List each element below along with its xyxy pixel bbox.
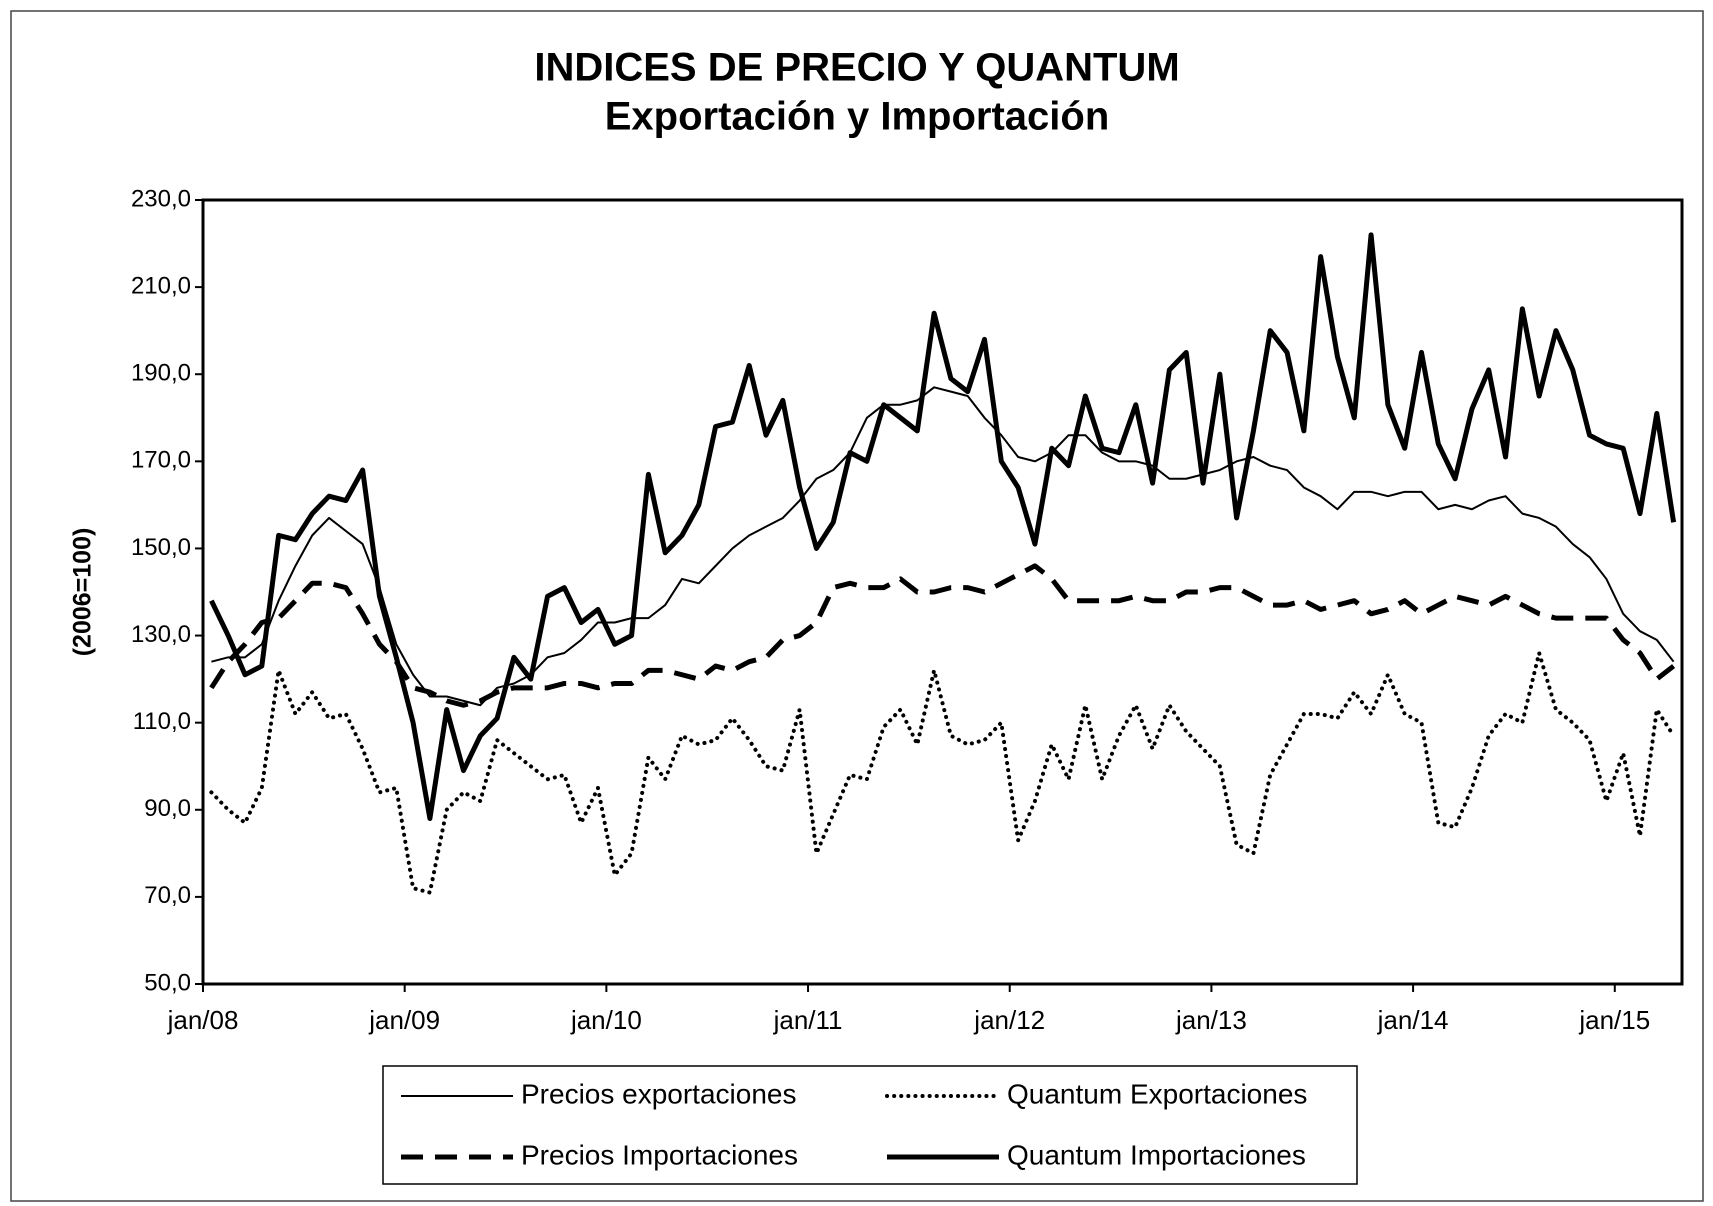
y-tick-label: 110,0 [133, 708, 191, 735]
legend-label: Quantum Importaciones [1007, 1139, 1306, 1170]
series-line [211, 386, 1675, 707]
y-tick-label: 210,0 [131, 272, 191, 299]
y-tick-label: 50,0 [144, 969, 191, 996]
legend-label: Quantum Exportaciones [1007, 1078, 1307, 1109]
y-tick-label: 170,0 [131, 447, 191, 474]
x-tick-label: jan/10 [570, 1005, 642, 1035]
chart-border [10, 10, 1704, 1202]
chart-subtitle: Exportación y Importación [605, 95, 1110, 139]
x-tick-label: jan/12 [973, 1005, 1045, 1035]
x-tick-label: jan/11 [773, 1005, 843, 1035]
x-tick-label: jan/09 [368, 1005, 440, 1035]
y-tick-label: 90,0 [144, 795, 191, 822]
y-tick-label: 150,0 [131, 534, 191, 561]
y-axis-label: (2006=100) [69, 528, 97, 657]
legend-label: Precios Importaciones [521, 1139, 798, 1170]
y-tick-label: 190,0 [131, 360, 191, 387]
y-tick-label: 130,0 [131, 621, 191, 648]
y-tick-label: 70,0 [144, 882, 191, 909]
legend-box [382, 1065, 1358, 1185]
plot-frame [201, 198, 1684, 986]
x-tick-label: jan/15 [1578, 1005, 1650, 1035]
y-tick-label: 230,0 [131, 185, 191, 212]
series-line [209, 650, 1676, 895]
x-tick-label: jan/14 [1377, 1005, 1449, 1035]
legend-label: Precios exportaciones [521, 1078, 796, 1109]
x-tick-label: jan/13 [1175, 1005, 1247, 1035]
series-line [209, 563, 1676, 708]
x-tick-label: jan/08 [167, 1005, 239, 1035]
chart-title: INDICES DE PRECIO Y QUANTUM [534, 46, 1179, 90]
series-line [209, 232, 1677, 821]
